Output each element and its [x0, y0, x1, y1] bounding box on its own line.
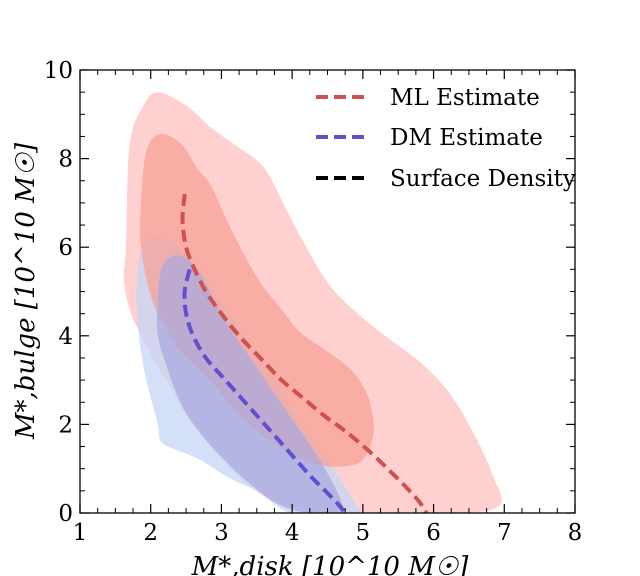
series-line-dm-estimate [182, 268, 347, 513]
x-tick-label: 7 [497, 520, 512, 546]
x-tick-label: 4 [285, 520, 300, 546]
y-tick-label: 4 [58, 324, 73, 350]
x-tick-label: 8 [568, 520, 583, 546]
x-tick-label: 6 [426, 520, 441, 546]
y-tick-label: 10 [44, 58, 73, 84]
y-tick-label: 8 [58, 147, 73, 173]
contour-ml-inner [140, 134, 374, 467]
x-tick-label: 1 [73, 520, 88, 546]
y-axis-label: M*,bulge [10^10 M☉] [11, 142, 41, 440]
x-axis-label: M*,disk [10^10 M☉] [191, 552, 470, 576]
contour-dm-inner [156, 255, 344, 513]
legend-label-ml: ML Estimate [390, 85, 540, 111]
tick-label-layer: 1 2 3 4 5 6 7 8 0 2 4 6 8 10 [44, 58, 583, 546]
legend-label-surface-density: Surface Density [390, 166, 576, 192]
y-tick-label: 0 [58, 501, 73, 527]
y-tick-label: 2 [58, 412, 73, 438]
x-tick-label: 3 [214, 520, 229, 546]
series-line-ml-estimate [180, 193, 429, 513]
line-layer [180, 193, 429, 513]
x-tick-label: 5 [356, 520, 371, 546]
legend-label-dm: DM Estimate [390, 125, 543, 151]
contour-layer [123, 92, 502, 513]
y-tick-label: 6 [58, 235, 73, 261]
legend: ML Estimate DM Estimate Surface Density [316, 85, 576, 192]
tick-layer [79, 69, 576, 514]
x-tick-label: 2 [143, 520, 158, 546]
